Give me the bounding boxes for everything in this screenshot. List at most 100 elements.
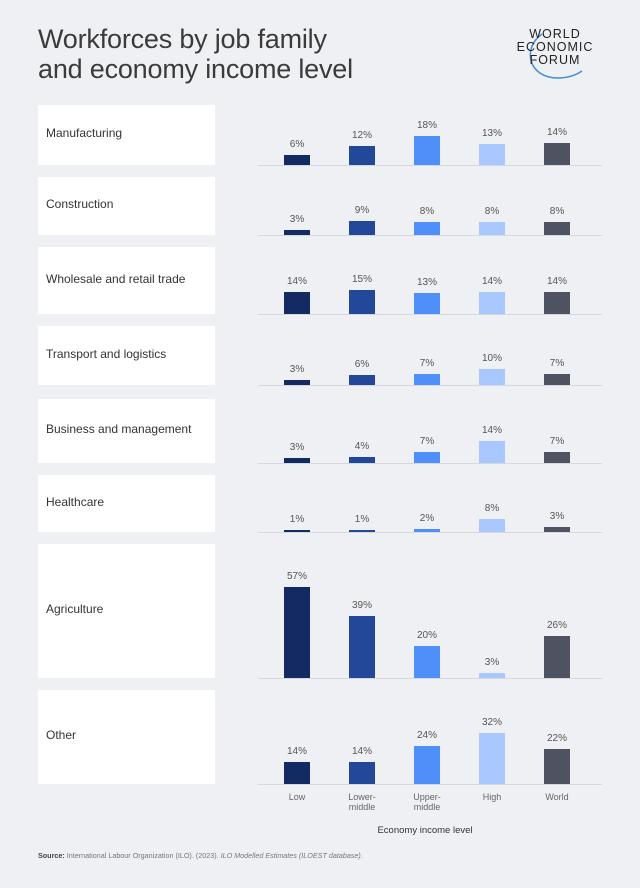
baseline-manufacturing bbox=[258, 165, 602, 166]
bar-wholesale-and-retail-trade-upper-middle bbox=[414, 293, 440, 314]
row-label: Construction bbox=[46, 197, 114, 211]
row-label: Other bbox=[46, 728, 77, 742]
bar-wholesale-and-retail-trade-high bbox=[479, 292, 505, 314]
bar-wholesale-and-retail-trade-lower-middle bbox=[349, 290, 375, 314]
value-label: 3% bbox=[289, 214, 305, 225]
bar-healthcare-upper-middle bbox=[414, 529, 440, 532]
value-label: 14% bbox=[481, 276, 502, 287]
bar-transport-and-logistics-upper-middle bbox=[414, 374, 440, 385]
logo-word-economic: ECONOMIC bbox=[516, 40, 594, 54]
value-label: 12% bbox=[351, 130, 372, 141]
row-label-panel-business-and-management: Business and management bbox=[38, 399, 215, 463]
bar-agriculture-lower-middle bbox=[349, 616, 375, 678]
value-label: 7% bbox=[419, 358, 435, 369]
value-label: 39% bbox=[351, 600, 372, 611]
value-label: 14% bbox=[286, 276, 307, 287]
value-label: 32% bbox=[481, 717, 502, 728]
bar-construction-upper-middle bbox=[414, 222, 440, 235]
value-label: 9% bbox=[354, 205, 370, 216]
bar-other-upper-middle bbox=[414, 746, 440, 784]
value-label: 3% bbox=[289, 442, 305, 453]
value-label: 7% bbox=[549, 358, 565, 369]
bar-business-and-management-lower-middle bbox=[349, 457, 375, 463]
value-label: 4% bbox=[354, 441, 370, 452]
value-label: 7% bbox=[549, 436, 565, 447]
x-axis-title: Economy income level bbox=[377, 825, 473, 836]
value-label: 8% bbox=[419, 206, 435, 217]
bar-transport-and-logistics-world bbox=[544, 374, 570, 385]
wef-logo: WORLD ECONOMIC FORUM bbox=[508, 28, 604, 84]
value-label: 3% bbox=[484, 657, 500, 668]
value-label: 10% bbox=[481, 353, 502, 364]
bar-healthcare-world bbox=[544, 527, 570, 532]
value-label: 57% bbox=[286, 571, 307, 582]
row-label-panel-transport-and-logistics: Transport and logistics bbox=[38, 326, 215, 385]
x-tick-world: World bbox=[545, 792, 569, 802]
value-label: 14% bbox=[546, 127, 567, 138]
row-label-panel-manufacturing: Manufacturing bbox=[38, 105, 215, 165]
value-label: 24% bbox=[416, 730, 437, 741]
value-label: 26% bbox=[546, 620, 567, 631]
row-label: Business and management bbox=[46, 422, 192, 436]
baseline-other bbox=[258, 784, 602, 785]
row-label: Agriculture bbox=[46, 602, 104, 616]
bar-manufacturing-low bbox=[284, 155, 310, 165]
value-label: 14% bbox=[351, 746, 372, 757]
value-label: 8% bbox=[484, 503, 500, 514]
value-label: 3% bbox=[289, 364, 305, 375]
baseline-business-and-management bbox=[258, 463, 602, 464]
bar-agriculture-world bbox=[544, 636, 570, 678]
bar-other-low bbox=[284, 762, 310, 784]
baseline-wholesale-and-retail-trade bbox=[258, 314, 602, 315]
row-label-panel-agriculture: Agriculture bbox=[38, 544, 215, 678]
bar-agriculture-upper-middle bbox=[414, 646, 440, 678]
value-label: 2% bbox=[419, 513, 435, 524]
chart-title: Workforces by job family and economy inc… bbox=[38, 24, 353, 84]
bar-business-and-management-world bbox=[544, 452, 570, 463]
bar-agriculture-high bbox=[479, 673, 505, 678]
bar-healthcare-high bbox=[479, 519, 505, 532]
bar-business-and-management-high bbox=[479, 441, 505, 463]
bar-transport-and-logistics-high bbox=[479, 369, 505, 385]
bar-construction-lower-middle bbox=[349, 221, 375, 235]
x-tick-high: High bbox=[482, 792, 502, 802]
bar-construction-low bbox=[284, 230, 310, 235]
bar-other-high bbox=[479, 733, 505, 784]
bar-wholesale-and-retail-trade-low bbox=[284, 292, 310, 314]
title-line-1: Workforces by job family bbox=[38, 24, 327, 54]
baseline-healthcare bbox=[258, 532, 602, 533]
bar-transport-and-logistics-low bbox=[284, 380, 310, 385]
row-label: Healthcare bbox=[46, 494, 105, 509]
bar-other-lower-middle bbox=[349, 762, 375, 784]
value-label: 14% bbox=[481, 425, 502, 436]
row-label: Manufacturing bbox=[46, 126, 123, 140]
logo-word-forum: FORUM bbox=[529, 53, 581, 67]
value-label: 15% bbox=[351, 274, 372, 285]
bar-construction-world bbox=[544, 222, 570, 235]
title-line-2: and economy income level bbox=[38, 54, 353, 84]
bar-other-world bbox=[544, 749, 570, 784]
logo-word-world: WORLD bbox=[529, 27, 581, 41]
bar-manufacturing-world bbox=[544, 143, 570, 165]
value-label: 7% bbox=[419, 436, 435, 447]
row-label-panel-other: Other bbox=[38, 690, 215, 784]
row-label: Transport and logistics bbox=[46, 346, 167, 361]
value-label: 22% bbox=[546, 733, 567, 744]
row-label-panel-healthcare: Healthcare bbox=[38, 475, 215, 532]
bar-business-and-management-upper-middle bbox=[414, 452, 440, 463]
bar-transport-and-logistics-lower-middle bbox=[349, 375, 375, 385]
bar-manufacturing-upper-middle bbox=[414, 136, 440, 165]
value-label: 3% bbox=[549, 511, 565, 522]
value-label: 1% bbox=[289, 514, 305, 525]
bar-business-and-management-low bbox=[284, 458, 310, 463]
bar-agriculture-low bbox=[284, 587, 310, 678]
row-label: Wholesale and retail trade bbox=[46, 271, 186, 286]
baseline-agriculture bbox=[258, 678, 602, 679]
value-label: 18% bbox=[416, 120, 437, 131]
value-label: 20% bbox=[416, 630, 437, 641]
source-note: Source: International Labour Organizatio… bbox=[38, 851, 363, 860]
value-label: 13% bbox=[416, 277, 437, 288]
bar-manufacturing-lower-middle bbox=[349, 146, 375, 165]
baseline-construction bbox=[258, 235, 602, 236]
bar-healthcare-low bbox=[284, 530, 310, 532]
